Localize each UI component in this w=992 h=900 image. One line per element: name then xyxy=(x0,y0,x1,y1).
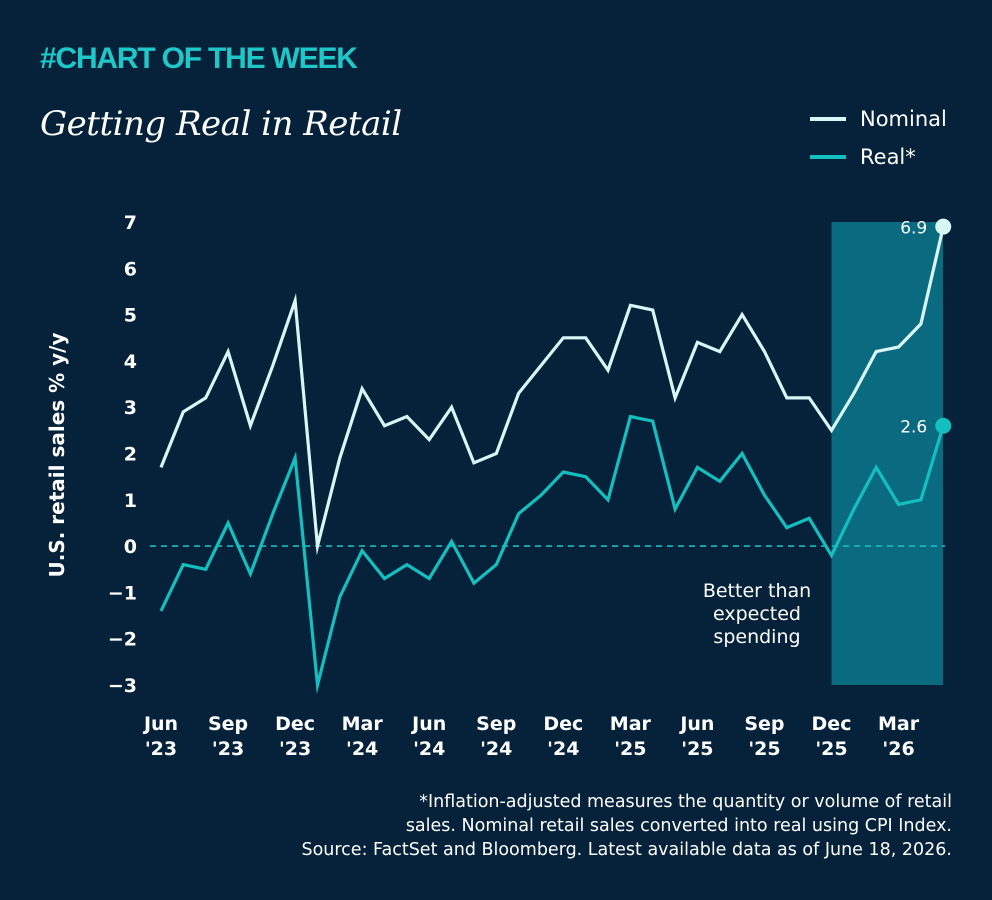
x-tick-label: '26 xyxy=(882,738,914,760)
y-tick-label: −2 xyxy=(108,629,137,651)
footnote-line: *Inflation-adjusted measures the quantit… xyxy=(419,792,952,812)
x-tick-label: Jun xyxy=(678,713,714,735)
x-tick-label: Sep xyxy=(208,713,248,735)
x-tick-label: '24 xyxy=(346,738,378,760)
x-tick-label: Sep xyxy=(744,713,784,735)
x-tick-label: '25 xyxy=(748,738,780,760)
x-tick-label: '23 xyxy=(212,738,244,760)
x-tick-label: Dec xyxy=(543,713,583,735)
source-line: Source: FactSet and Bloomberg. Latest av… xyxy=(301,840,952,860)
legend-label-nominal: Nominal xyxy=(860,107,947,131)
real-end-label: 2.6 xyxy=(900,418,927,438)
real-series-line xyxy=(159,414,945,695)
x-tick-label: '23 xyxy=(145,738,177,760)
x-tick-label: Mar xyxy=(610,713,652,735)
legend: Nominal Real* xyxy=(810,100,947,176)
legend-item-nominal: Nominal xyxy=(810,100,947,138)
y-tick-label: 6 xyxy=(124,258,137,280)
x-tick-label: '24 xyxy=(547,738,579,760)
y-tick-label: 4 xyxy=(124,351,137,373)
x-tick-label: '25 xyxy=(815,738,847,760)
x-tick-label: '24 xyxy=(480,738,512,760)
y-tick-label: 3 xyxy=(124,397,137,419)
real-end-point xyxy=(935,417,952,434)
x-tick-label: '25 xyxy=(681,738,713,760)
legend-swatch-real xyxy=(810,155,846,159)
chart-title: Getting Real in Retail xyxy=(40,104,402,144)
x-tick-label: '24 xyxy=(413,738,445,760)
y-tick-label: −3 xyxy=(108,675,137,697)
x-tick-label: '25 xyxy=(614,738,646,760)
nominal-series-line xyxy=(159,226,945,556)
legend-swatch-nominal xyxy=(810,117,846,121)
annotation-text: spending xyxy=(713,626,800,648)
x-tick-label: Jun xyxy=(142,713,178,735)
legend-label-real: Real* xyxy=(860,145,916,169)
highlight-band xyxy=(831,222,943,685)
y-tick-label: 5 xyxy=(124,305,137,327)
nominal-end-label: 6.9 xyxy=(900,219,927,239)
y-tick-label: −1 xyxy=(108,582,137,604)
x-tick-label: '23 xyxy=(279,738,311,760)
nominal-end-point xyxy=(935,218,952,235)
x-tick-label: Mar xyxy=(878,713,920,735)
x-tick-label: Sep xyxy=(476,713,516,735)
y-tick-label: 1 xyxy=(124,490,137,512)
annotation-text: Better than xyxy=(703,580,811,602)
x-tick-label: Dec xyxy=(275,713,315,735)
y-tick-label: 0 xyxy=(124,536,137,558)
annotation-text: expected xyxy=(713,603,801,625)
chart-of-the-week-tag: #CHART OF THE WEEK xyxy=(40,42,358,75)
x-tick-label: Mar xyxy=(342,713,384,735)
legend-item-real: Real* xyxy=(810,138,947,176)
y-tick-label: 2 xyxy=(124,444,137,466)
y-tick-label: 7 xyxy=(124,212,137,234)
x-tick-label: Dec xyxy=(812,713,852,735)
footnote-line: sales. Nominal retail sales converted in… xyxy=(405,816,952,836)
x-tick-label: Jun xyxy=(410,713,446,735)
footnote: *Inflation-adjusted measures the quantit… xyxy=(252,790,952,862)
y-axis-label: U.S. retail sales % y/y xyxy=(45,332,69,577)
